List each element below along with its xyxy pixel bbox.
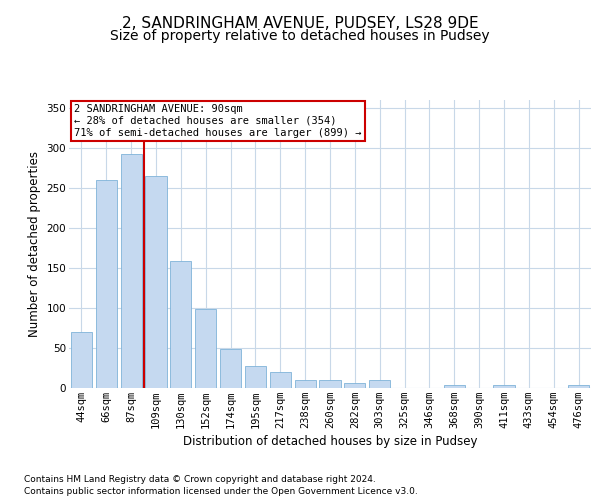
Y-axis label: Number of detached properties: Number of detached properties [28, 151, 41, 337]
Bar [568, 385, 589, 388]
Bar [71, 332, 92, 388]
Bar [344, 382, 365, 388]
Bar [170, 262, 191, 388]
Bar [270, 372, 291, 388]
Bar [96, 180, 117, 388]
Bar [195, 309, 216, 388]
Bar [493, 385, 515, 388]
Text: Contains HM Land Registry data © Crown copyright and database right 2024.: Contains HM Land Registry data © Crown c… [24, 474, 376, 484]
Bar [121, 154, 142, 388]
Bar [295, 380, 316, 388]
X-axis label: Distribution of detached houses by size in Pudsey: Distribution of detached houses by size … [183, 434, 477, 448]
Bar [245, 366, 266, 388]
Text: 2, SANDRINGHAM AVENUE, PUDSEY, LS28 9DE: 2, SANDRINGHAM AVENUE, PUDSEY, LS28 9DE [122, 16, 478, 30]
Bar [444, 385, 465, 388]
Bar [369, 380, 390, 388]
Bar [145, 176, 167, 388]
Bar [220, 349, 241, 388]
Text: Size of property relative to detached houses in Pudsey: Size of property relative to detached ho… [110, 29, 490, 43]
Text: 2 SANDRINGHAM AVENUE: 90sqm
← 28% of detached houses are smaller (354)
71% of se: 2 SANDRINGHAM AVENUE: 90sqm ← 28% of det… [74, 104, 362, 138]
Bar [319, 380, 341, 388]
Text: Contains public sector information licensed under the Open Government Licence v3: Contains public sector information licen… [24, 486, 418, 496]
